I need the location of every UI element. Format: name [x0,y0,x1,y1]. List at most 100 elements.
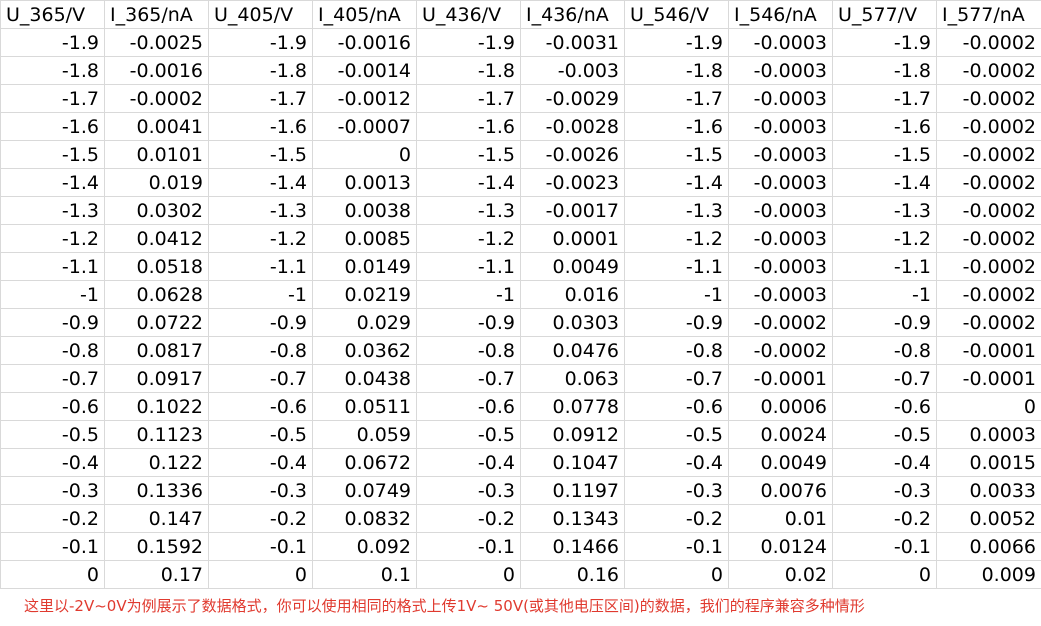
table-cell[interactable]: 0.0085 [312,224,417,253]
table-cell[interactable]: -0.0014 [312,56,417,85]
table-cell[interactable]: -1 [832,280,937,309]
table-cell[interactable]: 0.0001 [520,224,625,253]
table-cell[interactable]: -0.5 [0,420,105,449]
table-cell[interactable]: -0.0002 [936,308,1041,337]
table-cell[interactable]: -1.7 [0,84,105,113]
table-cell[interactable]: -1 [208,280,313,309]
table-cell[interactable]: -1.7 [416,84,521,113]
column-header[interactable]: U_577/V [832,0,937,29]
table-cell[interactable]: -1.9 [416,28,521,57]
table-cell[interactable]: -0.0025 [104,28,209,57]
table-cell[interactable]: 0.1022 [104,392,209,421]
table-cell[interactable]: -0.0007 [312,112,417,141]
table-cell[interactable]: -1.4 [0,168,105,197]
table-cell[interactable]: 0.17 [104,560,209,589]
table-cell[interactable]: -0.0003 [728,280,833,309]
table-cell[interactable]: 0.0628 [104,280,209,309]
table-cell[interactable]: -0.0001 [936,364,1041,393]
table-cell[interactable]: 0.1343 [520,504,625,533]
table-cell[interactable]: 0.122 [104,448,209,477]
table-cell[interactable]: 0.0066 [936,532,1041,561]
table-cell[interactable]: -0.0001 [936,336,1041,365]
table-cell[interactable]: -0.0003 [728,28,833,57]
table-cell[interactable]: 0.0302 [104,196,209,225]
table-cell[interactable]: -0.0003 [728,56,833,85]
table-cell[interactable]: -0.0002 [936,168,1041,197]
table-cell[interactable]: -1.2 [416,224,521,253]
table-cell[interactable]: -0.3 [624,476,729,505]
table-cell[interactable]: 0.0124 [728,532,833,561]
table-cell[interactable]: -1.5 [0,140,105,169]
table-cell[interactable]: -0.3 [416,476,521,505]
table-cell[interactable]: -0.9 [416,308,521,337]
table-cell[interactable]: -0.6 [208,392,313,421]
table-cell[interactable]: -1.7 [208,84,313,113]
table-cell[interactable]: 0.1592 [104,532,209,561]
table-cell[interactable]: 0.0076 [728,476,833,505]
table-cell[interactable]: 0.016 [520,280,625,309]
table-cell[interactable]: -1.2 [832,224,937,253]
table-cell[interactable]: -1.9 [0,28,105,57]
table-cell[interactable]: 0.16 [520,560,625,589]
table-cell[interactable]: 0.0049 [728,448,833,477]
table-cell[interactable]: -0.4 [0,448,105,477]
table-cell[interactable]: -0.0028 [520,112,625,141]
table-cell[interactable]: -1.6 [624,112,729,141]
table-cell[interactable]: 0.0476 [520,336,625,365]
table-cell[interactable]: -0.1 [208,532,313,561]
table-cell[interactable]: -1 [624,280,729,309]
table-cell[interactable]: -0.0017 [520,196,625,225]
table-cell[interactable]: 0.063 [520,364,625,393]
table-cell[interactable]: -1.2 [208,224,313,253]
table-cell[interactable]: -0.5 [208,420,313,449]
table-cell[interactable]: -0.3 [0,476,105,505]
table-cell[interactable]: -1.1 [208,252,313,281]
table-cell[interactable]: 0.0412 [104,224,209,253]
table-cell[interactable]: 0.0049 [520,252,625,281]
table-cell[interactable]: 0.059 [312,420,417,449]
table-cell[interactable]: -0.0002 [104,84,209,113]
table-cell[interactable]: -0.8 [0,336,105,365]
table-cell[interactable]: -1.8 [416,56,521,85]
table-cell[interactable]: -0.0002 [936,252,1041,281]
table-cell[interactable]: -0.0002 [936,112,1041,141]
table-cell[interactable]: 0.0438 [312,364,417,393]
table-cell[interactable]: -0.8 [832,336,937,365]
column-header[interactable]: U_546/V [624,0,729,29]
table-cell[interactable]: 0.0518 [104,252,209,281]
table-cell[interactable]: 0 [0,560,105,589]
table-cell[interactable]: 0 [832,560,937,589]
table-cell[interactable]: 0.0024 [728,420,833,449]
table-cell[interactable]: 0.0038 [312,196,417,225]
table-cell[interactable]: 0.1466 [520,532,625,561]
table-cell[interactable]: -0.0003 [728,196,833,225]
table-cell[interactable]: -0.7 [0,364,105,393]
table-cell[interactable]: -0.0016 [104,56,209,85]
table-cell[interactable]: 0 [312,140,417,169]
table-cell[interactable]: 0.0722 [104,308,209,337]
table-cell[interactable]: 0.0832 [312,504,417,533]
table-cell[interactable]: -0.1 [624,532,729,561]
table-cell[interactable]: -0.0002 [936,140,1041,169]
table-cell[interactable]: 0.0362 [312,336,417,365]
table-cell[interactable]: -1.8 [0,56,105,85]
table-cell[interactable]: -0.9 [208,308,313,337]
table-cell[interactable]: -0.1 [0,532,105,561]
table-cell[interactable]: -0.0002 [936,196,1041,225]
table-cell[interactable]: -1.9 [208,28,313,57]
table-cell[interactable]: -0.7 [832,364,937,393]
table-cell[interactable]: 0.1336 [104,476,209,505]
table-cell[interactable]: -1.5 [624,140,729,169]
table-cell[interactable]: -1.8 [832,56,937,85]
table-cell[interactable]: -1 [0,280,105,309]
table-cell[interactable]: 0 [936,392,1041,421]
table-cell[interactable]: -1.3 [208,196,313,225]
table-cell[interactable]: 0.0219 [312,280,417,309]
table-cell[interactable]: -0.1 [832,532,937,561]
table-cell[interactable]: -1.4 [624,168,729,197]
table-cell[interactable]: 0.0149 [312,252,417,281]
table-cell[interactable]: 0.0672 [312,448,417,477]
table-cell[interactable]: -0.0002 [936,224,1041,253]
table-cell[interactable]: -0.0003 [728,252,833,281]
table-cell[interactable]: -0.0012 [312,84,417,113]
